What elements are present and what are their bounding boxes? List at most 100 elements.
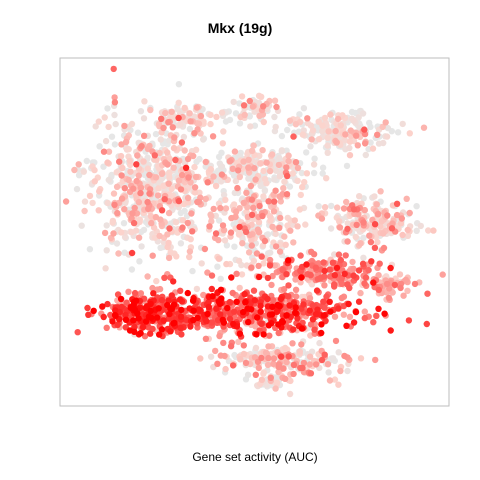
scatter-point [357,355,365,362]
scatter-point [104,105,111,112]
scatter-point [279,266,286,274]
scatter-point [252,371,259,378]
scatter-point [324,134,331,141]
scatter-point [134,152,141,159]
scatter-point [217,204,224,212]
scatter-point [153,277,160,285]
scatter-point [157,244,164,251]
scatter-point [100,148,108,155]
scatter-point [118,229,125,236]
scatter-point [337,122,344,129]
scatter-point [271,176,278,183]
scatter-point [350,117,357,124]
scatter-point [271,97,279,104]
scatter-point [144,165,151,172]
scatter-point [248,147,256,154]
scatter-point [311,155,318,162]
scatter-point [133,297,140,304]
scatter-point [247,123,254,130]
scatter-point [168,185,175,193]
scatter-point [319,127,326,135]
scatter-point [128,215,135,222]
scatter-point [368,258,375,265]
scatter-point [202,195,209,203]
scatter-point [160,239,167,246]
scatter-point [255,273,263,281]
scatter-point [101,229,109,237]
scatter-point [272,243,280,250]
scatter-point [344,238,351,245]
scatter-point [85,311,92,318]
scatter-point [300,359,308,367]
scatter-point [137,290,145,297]
scatter-point [142,318,150,325]
scatter-point [332,337,340,345]
scatter-point [184,289,191,297]
scatter-point [195,306,203,313]
scatter-point [285,152,292,159]
scatter-point [212,182,220,190]
scatter-point [260,118,267,126]
scatter-point [309,127,317,134]
scatter-point [207,120,214,128]
scatter-point [343,322,350,329]
scatter-point [326,377,334,384]
scatter-point [371,221,379,228]
scatter-point [346,284,353,292]
scatter-point [243,208,250,216]
scatter-point [327,111,334,118]
scatter-point [168,108,175,116]
scatter-point [232,177,240,185]
scatter-point [296,111,303,118]
scatter-point [290,370,297,378]
scatter-point [404,287,411,294]
scatter-point [320,259,327,266]
scatter-point [310,169,318,177]
scatter-point [152,213,160,221]
scatter-point [137,184,145,191]
scatter-point [329,259,337,266]
scatter-point [266,262,274,269]
scatter-point [312,264,320,271]
scatter-point [315,136,323,143]
scatter-point [350,272,357,279]
scatter-point [100,313,107,321]
scatter-point [361,126,368,133]
scatter-point [292,159,300,166]
scatter-point [347,127,354,134]
scatter-point [166,174,173,181]
scatter-point [262,349,270,356]
scatter-point [346,144,353,152]
scatter-point [321,282,328,289]
scatter-point [116,158,123,165]
scatter-point [270,208,278,215]
scatter-point [214,360,221,367]
scatter-point [353,132,360,139]
scatter-point [349,258,356,266]
scatter-point [128,266,136,273]
scatter-point [255,262,262,270]
scatter-point [321,114,329,122]
scatter-point [292,286,300,293]
scatter-point [149,325,156,333]
scatter-point [245,175,252,182]
scatter-point [186,125,194,133]
scatter-point [298,169,305,177]
scatter-point [397,284,404,292]
scatter-point [191,163,198,171]
scatter-point [374,131,381,138]
scatter-point [186,110,193,117]
scatter-point [140,226,148,234]
scatter-point [173,253,180,260]
scatter-point [172,156,179,164]
scatter-point [309,302,317,309]
scatter-point [160,182,167,189]
scatter-point [169,124,176,131]
scatter-point [156,232,163,240]
scatter-point [131,328,138,335]
points-layer [62,65,446,398]
scatter-point [105,148,113,155]
scatter-point [255,229,263,236]
scatter-point [300,301,307,308]
scatter-point [158,175,166,182]
